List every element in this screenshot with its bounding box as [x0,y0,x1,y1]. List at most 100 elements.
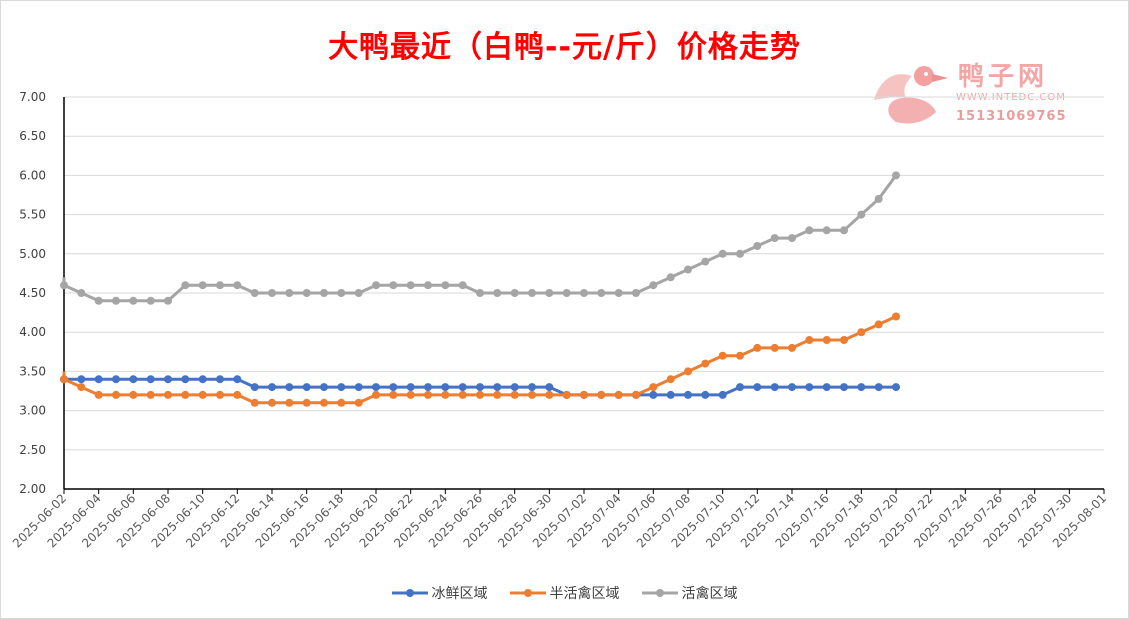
data-point [285,398,294,407]
data-point [666,273,675,282]
data-point [233,281,242,290]
data-point [857,383,866,392]
data-point [528,390,536,399]
data-point [129,296,138,305]
data-point [753,242,762,250]
data-point [510,383,519,392]
y-tick-label: 6.50 [19,129,46,143]
data-point [770,234,779,243]
data-point [285,289,294,297]
data-point [528,383,536,392]
data-point [320,289,328,297]
data-point [233,390,242,399]
legend-item: 活禽区域 [641,583,738,603]
data-point [788,343,796,352]
data-point [112,375,120,384]
data-point [94,296,103,305]
data-point [354,289,363,297]
data-point [146,375,155,384]
data-point [181,281,190,290]
data-point [892,383,900,392]
data-point [562,289,571,297]
data-point [372,281,380,290]
data-point [112,296,120,305]
data-point [580,289,588,297]
data-point [545,289,554,297]
data-point [822,336,831,344]
data-point [562,390,571,399]
data-point [684,367,692,376]
data-point [892,312,900,321]
data-point [476,383,484,392]
data-point [424,390,432,399]
data-point [198,375,207,384]
data-point [597,289,606,297]
data-point [268,398,276,407]
axes [63,97,1105,494]
y-axis-ticks: 2.00 2.50 3.00 3.50 4.00 4.50 5.00 5.50 6.00 6.50… [19,90,46,496]
data-point [753,343,762,352]
data-point [597,390,606,399]
legend-marker-icon [391,589,428,597]
data-point [580,390,588,399]
data-point [268,289,276,297]
series-冰鲜区域 [60,375,900,399]
data-point [458,390,467,399]
data-point [354,398,363,407]
data-point [770,343,779,352]
data-point [736,351,744,360]
legend-label: 半活禽区域 [549,586,620,602]
data-point [649,281,658,290]
data-point [874,383,883,392]
data-point [874,320,883,329]
series-lines [60,171,900,407]
data-point [736,383,744,392]
legend-label: 冰鲜区域 [431,586,488,602]
data-point [805,336,814,344]
data-point [805,226,814,235]
data-point [164,375,172,384]
data-point [60,375,68,384]
data-point [250,383,259,392]
data-point [718,390,727,399]
data-point [632,289,640,297]
legend-item: 半活禽区域 [509,583,620,603]
data-point [736,249,744,258]
data-point [268,383,276,392]
gridlines [64,96,1104,451]
series-活禽区域 [60,171,900,305]
data-point [337,289,346,297]
y-tick-label: 2.00 [19,482,46,496]
data-point [805,383,814,392]
watermark-phone: 15131069765 [956,109,1067,124]
data-point [649,390,658,399]
data-point [684,390,692,399]
data-point [389,383,398,392]
data-point [250,398,259,407]
data-point [164,390,172,399]
data-point [718,351,727,360]
data-point [701,390,710,399]
data-point [337,383,346,392]
data-point [666,375,675,384]
data-point [493,383,502,392]
data-point [406,390,415,399]
data-point [181,390,190,399]
data-point [857,210,866,219]
data-point [285,383,294,392]
data-point [545,383,554,392]
data-point [441,383,450,392]
data-point [372,390,380,399]
series-半活禽区域 [60,312,900,407]
data-point [476,289,484,297]
data-point [354,383,363,392]
data-point [666,390,675,399]
data-point [198,390,207,399]
data-point [302,289,311,297]
data-point [493,390,502,399]
data-point [840,226,848,235]
y-tick-label: 3.50 [19,364,46,378]
data-point [129,375,138,384]
data-point [77,383,86,392]
data-point [181,375,190,384]
